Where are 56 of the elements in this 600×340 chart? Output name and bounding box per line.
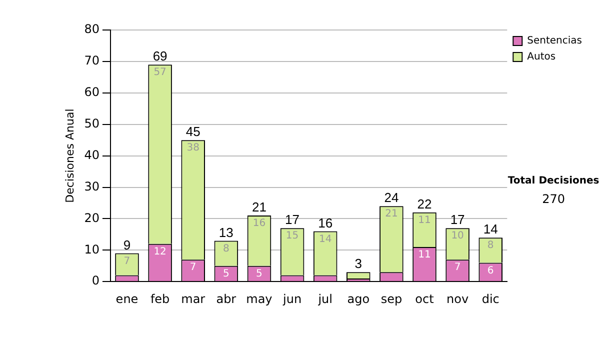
data-label: 11 (418, 215, 431, 226)
data-label: 8 (222, 243, 230, 254)
x-tick-label: feb (150, 292, 170, 306)
x-tick-label: mar (181, 292, 206, 306)
y-tick-label: 60 (84, 85, 100, 100)
data-label: 7 (124, 256, 130, 267)
data-label: 7 (190, 262, 196, 274)
total-label: 17 (450, 212, 465, 228)
data-label: 8 (487, 240, 494, 252)
x-tick-label: jul (317, 292, 332, 306)
total-label: 21 (252, 200, 266, 215)
x-tick-label: ago (347, 292, 370, 306)
total-label: 17 (285, 212, 300, 228)
total-label: 9 (123, 237, 131, 252)
total-label: 45 (186, 124, 200, 140)
x-tick-label: may (246, 292, 272, 306)
text: 270 (542, 192, 566, 206)
data-label: 10 (451, 230, 464, 242)
x-tick-label: oct (415, 292, 434, 306)
total-label: 3 (354, 256, 362, 272)
data-label: 57 (154, 67, 166, 78)
total-label: 13 (218, 224, 234, 240)
data-label: 38 (186, 142, 200, 154)
total-label: 69 (152, 48, 168, 64)
y-tick-label: 50 (84, 116, 100, 130)
data-label: 5 (256, 268, 262, 280)
legend-label: Sentencias (527, 36, 582, 47)
x-tick-label: nov (446, 292, 469, 306)
data-label: 12 (154, 246, 166, 258)
total-label: 22 (417, 196, 432, 212)
data-label: 5 (222, 268, 230, 280)
data-label: 11 (418, 250, 431, 261)
data-label: 21 (385, 208, 398, 220)
x-tick-label: sep (380, 292, 402, 306)
y-tick-label: 30 (84, 179, 100, 194)
data-label: 16 (252, 218, 266, 230)
y-axis-title: Decisiones Anual (63, 108, 76, 203)
y-tick-label: 0 (92, 274, 100, 288)
data-label: 6 (487, 265, 494, 276)
y-tick-label: 20 (84, 210, 100, 225)
data-label: 7 (454, 262, 461, 274)
total-label: 16 (318, 215, 333, 230)
data-label: 14 (318, 234, 332, 245)
y-tick-label: 80 (84, 22, 100, 36)
total-label: 24 (384, 190, 399, 206)
y-tick-label: 10 (84, 242, 100, 256)
x-tick-label: abr (216, 292, 236, 306)
x-tick-label: jun (282, 292, 302, 306)
text: Total Decisiones (508, 176, 600, 187)
x-tick-label: dic (482, 292, 500, 306)
y-tick-label: 40 (84, 148, 100, 162)
total-label: 14 (483, 222, 498, 237)
x-tick-label: ene (116, 292, 138, 306)
y-tick-label: 70 (84, 54, 100, 68)
data-label: 15 (286, 230, 299, 242)
legend-label: Autos (527, 52, 556, 63)
